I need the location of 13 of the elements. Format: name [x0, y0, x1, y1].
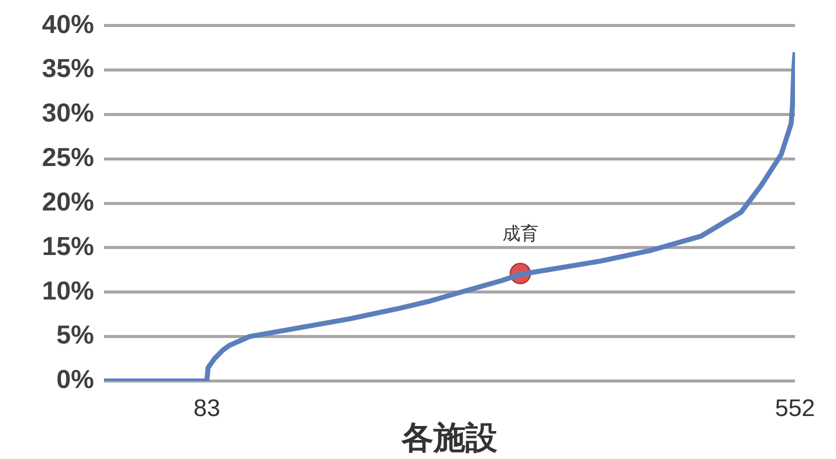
y-tick-label: 30%	[42, 98, 94, 128]
y-tick-label: 25%	[42, 142, 94, 172]
y-tick-label: 20%	[42, 186, 94, 216]
y-tick-label: 5%	[56, 320, 94, 350]
x-axis-title: 各施設	[400, 420, 498, 456]
y-tick-label: 15%	[42, 230, 94, 261]
y-tick-label: 0%	[56, 364, 94, 394]
y-tick-label: 40%	[42, 8, 94, 39]
y-tick-label: 35%	[42, 53, 94, 84]
x-tick-label: 552	[774, 395, 816, 422]
x-tick-label: 83	[193, 395, 220, 422]
series-label: 成育	[502, 223, 538, 244]
y-tick-label: 10%	[42, 275, 94, 306]
